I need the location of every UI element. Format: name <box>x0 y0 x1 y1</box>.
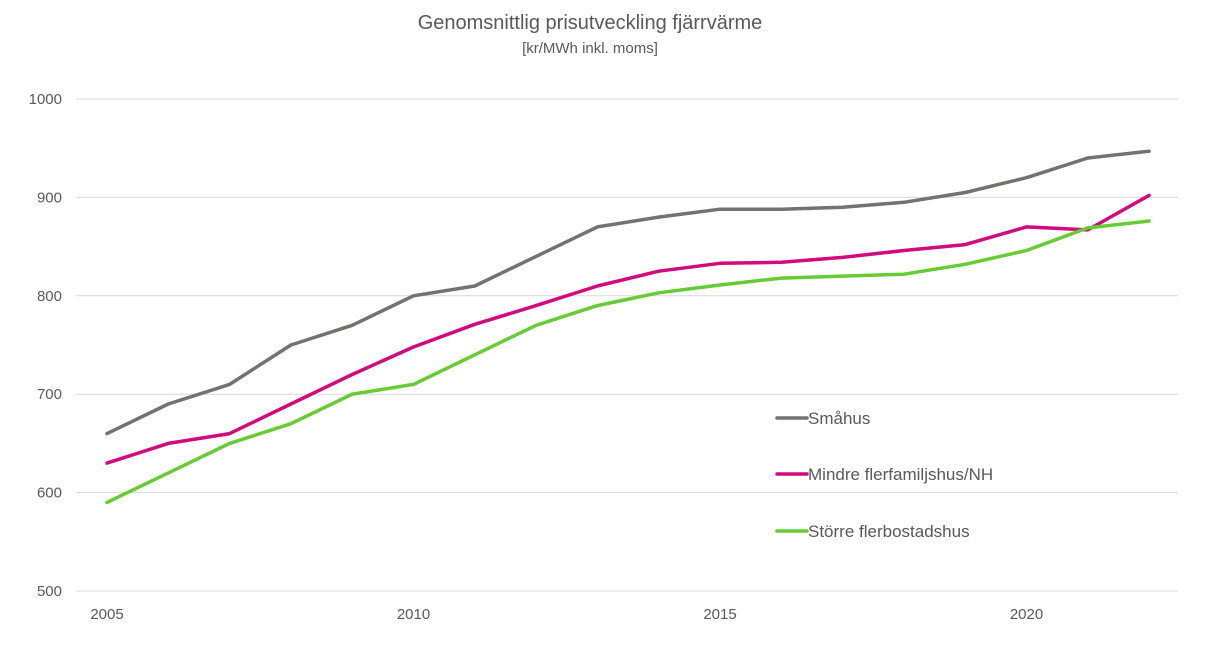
series-line-3 <box>105 219 1151 505</box>
x-tick-label: 2005 <box>90 606 123 623</box>
series-lines <box>105 149 1151 505</box>
y-axis-ticks: 500 600 700 800 900 1000 <box>29 91 62 600</box>
y-tick-label: 1000 <box>29 91 62 108</box>
x-tick-label: 2015 <box>703 606 736 623</box>
y-tick-label: 500 <box>37 583 62 600</box>
legend-label-2: Mindre flerfamiljshus/NH <box>808 465 993 484</box>
series-line-1 <box>105 149 1151 436</box>
chart-subtitle: [kr/MWh inkl. moms] <box>522 40 658 57</box>
legend: Småhus Mindre flerfamiljshus/NH Större fle… <box>775 409 993 541</box>
y-tick-label: 800 <box>37 288 62 305</box>
x-tick-label: 2010 <box>397 606 430 623</box>
gridlines <box>76 98 1178 592</box>
series-line-2 <box>105 193 1151 465</box>
y-tick-label: 700 <box>37 386 62 403</box>
legend-label-1: Småhus <box>808 409 870 428</box>
legend-label-3: Större flerbostadshus <box>808 522 970 541</box>
x-axis-ticks: 2005 2010 2015 2020 <box>90 606 1043 623</box>
y-tick-label: 600 <box>37 485 62 502</box>
x-tick-label: 2020 <box>1010 606 1043 623</box>
y-tick-label: 900 <box>37 189 62 206</box>
chart-title: Genomsnittlig prisutveckling fjärrvärme <box>418 12 763 34</box>
